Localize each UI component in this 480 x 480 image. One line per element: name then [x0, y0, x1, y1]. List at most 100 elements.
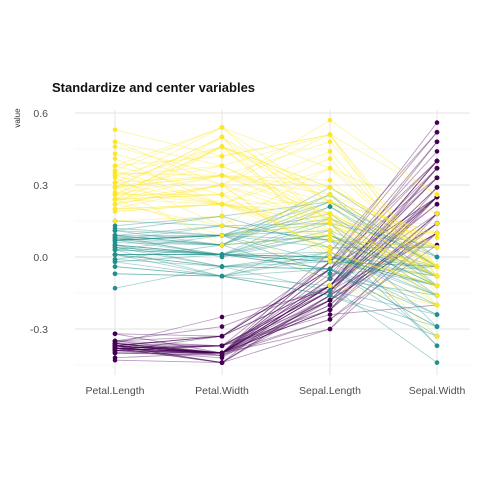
series-line [114, 225, 438, 248]
series-line [114, 184, 438, 306]
series-line [114, 213, 438, 287]
series-line [115, 234, 438, 287]
series-line [114, 232, 438, 364]
series-line [114, 184, 438, 248]
series-line [114, 196, 438, 356]
series-line [114, 129, 438, 296]
series-line [114, 206, 438, 277]
data-point [434, 235, 440, 241]
data-point [327, 139, 333, 145]
series-line [114, 131, 438, 354]
data-point [327, 237, 333, 243]
data-point [327, 245, 333, 250]
series-line [114, 134, 438, 195]
series-line [115, 251, 438, 296]
data-point [327, 259, 333, 265]
series-line [114, 234, 438, 268]
y-tick-label: 0.3 [33, 180, 48, 192]
chart-title: Standardize and center variables [52, 80, 256, 95]
data-point [327, 288, 333, 293]
data-point [434, 273, 440, 279]
series-line [114, 167, 438, 248]
data-point [219, 223, 225, 229]
series-line [114, 213, 438, 354]
data-point [112, 185, 118, 190]
data-point [219, 333, 225, 339]
data-point [327, 165, 333, 171]
series-line [114, 146, 438, 239]
data-point [327, 312, 333, 317]
series-line [114, 184, 438, 277]
data-point [219, 192, 225, 197]
data-point [112, 201, 118, 207]
series-line [114, 246, 438, 287]
data-point [434, 312, 440, 317]
series-line [114, 196, 438, 354]
series-line [114, 146, 438, 248]
series-line [114, 203, 438, 342]
series-line [114, 222, 438, 296]
series-line [114, 186, 438, 258]
series-line [114, 203, 438, 287]
data-point [434, 158, 440, 164]
series-line [114, 256, 438, 296]
series-lines [114, 119, 438, 364]
series-line [114, 261, 438, 327]
series-line [114, 215, 438, 306]
series-line [114, 187, 438, 352]
data-point [112, 197, 118, 202]
data-point [327, 132, 333, 137]
data-point [112, 163, 118, 169]
series-line [115, 131, 438, 354]
series-line [115, 160, 438, 347]
series-line [114, 223, 438, 364]
x-tick-label: Petal.Width [195, 385, 249, 397]
series-line [114, 273, 438, 328]
series-line [114, 213, 438, 354]
data-point [434, 283, 440, 289]
series-line [114, 134, 438, 277]
data-point [327, 293, 333, 298]
series-line [114, 177, 438, 349]
series-line [114, 206, 438, 267]
series-line [114, 223, 438, 354]
data-point [434, 175, 440, 181]
series-line [114, 119, 438, 195]
y-tick-label: -0.3 [30, 324, 48, 336]
series-line [115, 194, 438, 287]
data-point [327, 276, 333, 281]
series-line [114, 234, 438, 275]
series-line [114, 249, 438, 268]
data-point [112, 144, 118, 149]
data-point [327, 302, 333, 308]
data-point [327, 192, 333, 197]
series-line [114, 122, 438, 347]
series-line [114, 167, 438, 354]
series-line [114, 246, 438, 268]
series-line [114, 203, 438, 277]
data-point [219, 213, 225, 219]
data-point [112, 264, 118, 269]
data-point [434, 343, 440, 349]
series-line [114, 244, 438, 306]
series-line [114, 150, 438, 277]
data-point [112, 285, 118, 291]
series-line [114, 160, 438, 354]
data-point [434, 333, 440, 339]
series-line [114, 174, 438, 234]
data-point [434, 149, 440, 154]
data-point [219, 153, 225, 159]
series-line [114, 187, 438, 344]
data-point [219, 242, 225, 248]
series-line [114, 232, 438, 354]
series-line [114, 249, 438, 287]
series-line [114, 234, 438, 268]
data-point [219, 173, 225, 178]
series-line [114, 174, 438, 267]
series-line [114, 187, 438, 359]
series-line [114, 232, 438, 359]
series-line [114, 160, 438, 347]
data-point [434, 264, 440, 269]
series-line [114, 203, 438, 268]
